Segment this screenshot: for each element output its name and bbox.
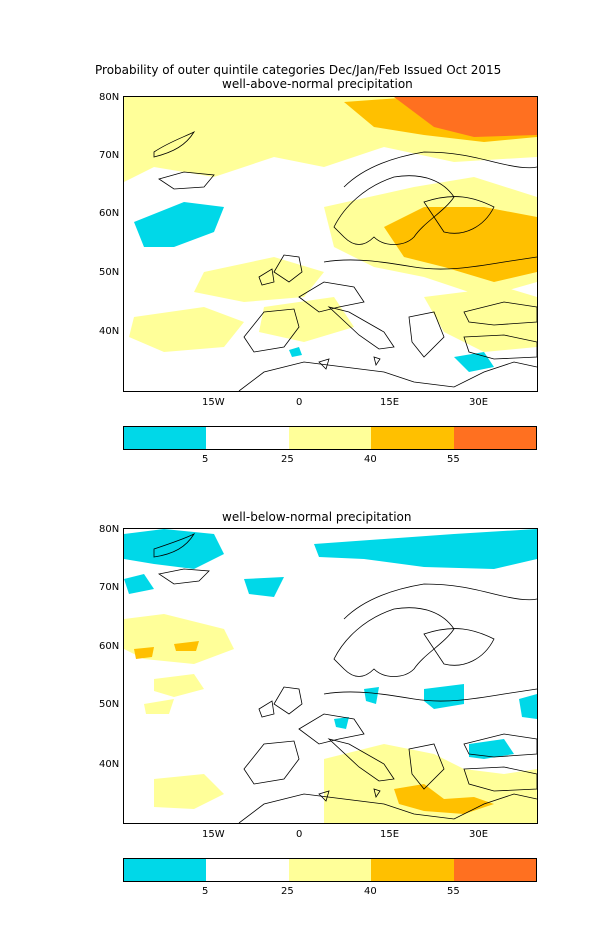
panel-1-lon-label: 15E (380, 397, 400, 408)
panel-2-map (123, 528, 538, 824)
colorbar-2-tick: 55 (447, 886, 460, 897)
panel-2-lon-label: 15W (202, 829, 225, 840)
panel-1-lon-label: 30E (469, 397, 489, 408)
panel-2-lat-label: 50N (99, 699, 120, 710)
colorbar-segment (371, 859, 454, 881)
panel-1-coastlines (153, 131, 537, 391)
panel-2-lon-label: 30E (469, 829, 489, 840)
colorbar-1-tick: 25 (281, 454, 294, 465)
colorbar-2-tick: 25 (281, 886, 294, 897)
panel-2-lat-label: 70N (99, 582, 120, 593)
panel-2-lon-label: 15E (380, 829, 400, 840)
panel-1-shading (124, 97, 537, 372)
colorbar-segment (288, 859, 372, 881)
panel-2-lon-label: 0 (296, 829, 303, 840)
colorbar-1-tick: 55 (447, 454, 460, 465)
panel-1-lat-label: 40N (99, 326, 120, 337)
main-title: Probability of outer quintile categories… (95, 63, 502, 77)
panel-2-lat-label: 80N (99, 524, 120, 535)
colorbar-segment (371, 427, 454, 449)
colorbar-2 (123, 858, 537, 882)
panel-2-lat-label: 60N (99, 641, 120, 652)
panel-2-coastlines (153, 533, 537, 823)
panel-1-lat-label: 60N (99, 208, 120, 219)
panel-1-lon-label: 0 (296, 397, 303, 408)
panel-2-subtitle: well-below-normal precipitation (222, 510, 412, 524)
panel-1-lon-label: 15W (202, 397, 225, 408)
colorbar-1-tick: 40 (364, 454, 377, 465)
colorbar-segment (288, 427, 372, 449)
colorbar-segment (206, 859, 289, 881)
panel-1-lat-label: 50N (99, 267, 120, 278)
colorbar-segment (453, 427, 537, 449)
colorbar-segment (124, 859, 207, 881)
colorbar-2-tick: 5 (202, 886, 209, 897)
colorbar-1 (123, 426, 537, 450)
colorbar-segment (206, 427, 289, 449)
colorbar-segment (453, 859, 537, 881)
panel-2-shading (124, 529, 537, 823)
panel-1-lat-label: 70N (99, 150, 120, 161)
colorbar-segment (124, 427, 207, 449)
colorbar-2-tick: 40 (364, 886, 377, 897)
panel-2-lat-label: 40N (99, 759, 120, 770)
panel-1-subtitle: well-above-normal precipitation (222, 77, 413, 91)
panel-1-lat-label: 80N (99, 92, 120, 103)
colorbar-1-tick: 5 (202, 454, 209, 465)
panel-1-map (123, 96, 538, 392)
